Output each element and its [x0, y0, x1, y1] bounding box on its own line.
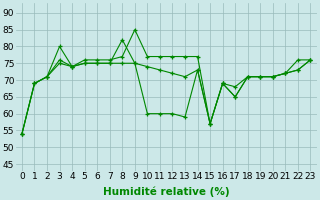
X-axis label: Humidité relative (%): Humidité relative (%) [103, 187, 229, 197]
